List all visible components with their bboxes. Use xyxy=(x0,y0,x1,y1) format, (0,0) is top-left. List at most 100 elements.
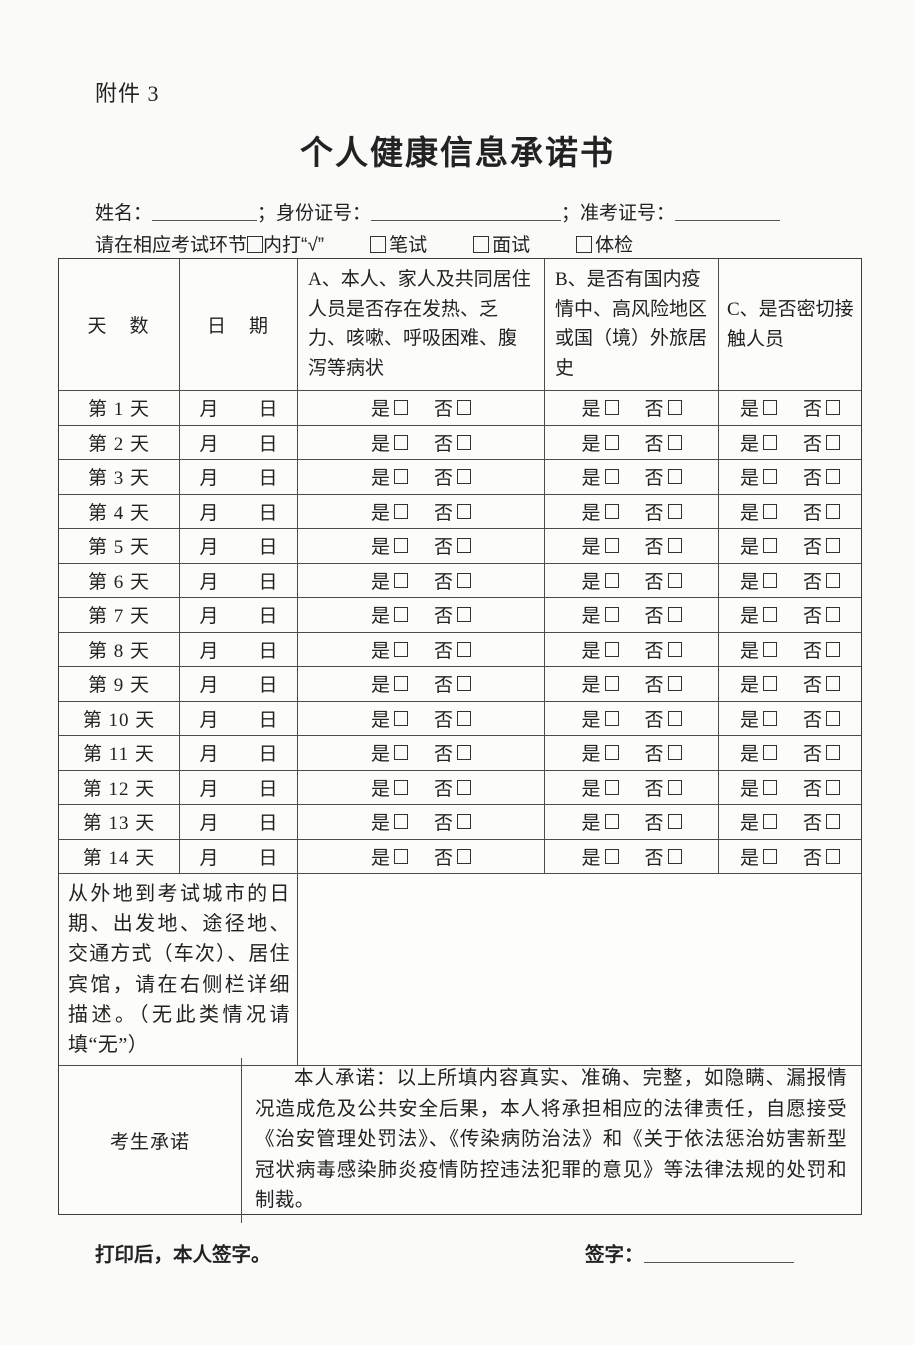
symptom-no-checkbox[interactable] xyxy=(457,745,472,761)
date-cell[interactable]: 月 日 xyxy=(180,667,298,702)
travel-yes-checkbox[interactable] xyxy=(604,814,619,830)
travel-yes-checkbox[interactable] xyxy=(604,676,619,692)
travel-yes-checkbox[interactable] xyxy=(604,779,619,795)
contact-no-checkbox[interactable] xyxy=(826,745,841,761)
travel-yes-checkbox[interactable] xyxy=(604,607,619,623)
date-cell[interactable]: 月 日 xyxy=(180,770,298,805)
symptom-no-checkbox[interactable] xyxy=(457,572,472,588)
symptom-no-checkbox[interactable] xyxy=(457,814,472,830)
symptom-yes-checkbox[interactable] xyxy=(394,848,408,864)
contact-no-checkbox[interactable] xyxy=(826,434,841,450)
travel-no-checkbox[interactable] xyxy=(667,607,682,623)
travel-no-checkbox[interactable] xyxy=(667,779,682,795)
date-cell[interactable]: 月 日 xyxy=(180,839,298,874)
symptom-no-checkbox[interactable] xyxy=(457,469,472,485)
symptom-yes-checkbox[interactable] xyxy=(394,400,408,416)
symptom-no-checkbox[interactable] xyxy=(457,434,472,450)
symptom-no-checkbox[interactable] xyxy=(457,607,472,623)
symptom-yes-checkbox[interactable] xyxy=(394,607,408,623)
travel-no-checkbox[interactable] xyxy=(667,676,682,692)
travel-no-checkbox[interactable] xyxy=(667,538,682,554)
contact-no-checkbox[interactable] xyxy=(826,469,841,485)
name-input[interactable] xyxy=(152,202,258,221)
travel-no-checkbox[interactable] xyxy=(667,572,682,588)
symptom-yes-checkbox[interactable] xyxy=(394,814,408,830)
travel-no-checkbox[interactable] xyxy=(667,745,682,761)
symptom-yes-checkbox[interactable] xyxy=(394,641,408,657)
travel-no-checkbox[interactable] xyxy=(667,469,682,485)
contact-no-checkbox[interactable] xyxy=(826,710,841,726)
travel-yes-checkbox[interactable] xyxy=(604,572,619,588)
symptom-yes-checkbox[interactable] xyxy=(394,469,408,485)
contact-no-checkbox[interactable] xyxy=(826,814,841,830)
date-cell[interactable]: 月 日 xyxy=(180,632,298,667)
contact-yes-checkbox[interactable] xyxy=(763,607,777,623)
symptom-no-checkbox[interactable] xyxy=(457,503,472,519)
symptom-yes-checkbox[interactable] xyxy=(394,538,408,554)
date-cell[interactable]: 月 日 xyxy=(180,529,298,564)
contact-yes-checkbox[interactable] xyxy=(763,400,777,416)
travel-description-input[interactable] xyxy=(298,874,861,1067)
travel-no-checkbox[interactable] xyxy=(667,641,682,657)
travel-no-checkbox[interactable] xyxy=(667,710,682,726)
symptom-yes-checkbox[interactable] xyxy=(394,503,408,519)
contact-yes-checkbox[interactable] xyxy=(763,538,777,554)
date-cell[interactable]: 月 日 xyxy=(180,494,298,529)
date-cell[interactable]: 月 日 xyxy=(180,701,298,736)
symptom-yes-checkbox[interactable] xyxy=(394,434,408,450)
symptom-yes-checkbox[interactable] xyxy=(394,779,408,795)
date-cell[interactable]: 月 日 xyxy=(180,598,298,633)
travel-yes-checkbox[interactable] xyxy=(604,503,619,519)
date-cell[interactable]: 月 日 xyxy=(180,391,298,426)
travel-yes-checkbox[interactable] xyxy=(604,710,619,726)
contact-yes-checkbox[interactable] xyxy=(763,848,777,864)
contact-yes-checkbox[interactable] xyxy=(763,676,777,692)
date-cell[interactable]: 月 日 xyxy=(180,736,298,771)
date-cell[interactable]: 月 日 xyxy=(180,425,298,460)
contact-no-checkbox[interactable] xyxy=(826,676,841,692)
symptom-no-checkbox[interactable] xyxy=(457,710,472,726)
contact-no-checkbox[interactable] xyxy=(826,641,841,657)
symptom-yes-checkbox[interactable] xyxy=(394,710,408,726)
contact-no-checkbox[interactable] xyxy=(826,503,841,519)
travel-yes-checkbox[interactable] xyxy=(604,848,619,864)
symptom-yes-checkbox[interactable] xyxy=(394,572,408,588)
contact-yes-checkbox[interactable] xyxy=(763,745,777,761)
written-exam-checkbox[interactable] xyxy=(370,236,387,253)
travel-no-checkbox[interactable] xyxy=(667,503,682,519)
contact-no-checkbox[interactable] xyxy=(826,538,841,554)
date-cell[interactable]: 月 日 xyxy=(180,563,298,598)
signature-input[interactable] xyxy=(643,1244,794,1263)
contact-yes-checkbox[interactable] xyxy=(763,710,777,726)
travel-no-checkbox[interactable] xyxy=(667,400,682,416)
physical-exam-checkbox[interactable] xyxy=(576,236,593,253)
travel-yes-checkbox[interactable] xyxy=(604,434,619,450)
contact-no-checkbox[interactable] xyxy=(826,779,841,795)
symptom-no-checkbox[interactable] xyxy=(457,676,472,692)
contact-yes-checkbox[interactable] xyxy=(763,434,777,450)
contact-yes-checkbox[interactable] xyxy=(763,469,777,485)
travel-no-checkbox[interactable] xyxy=(667,848,682,864)
travel-yes-checkbox[interactable] xyxy=(604,641,619,657)
contact-yes-checkbox[interactable] xyxy=(763,641,777,657)
travel-no-checkbox[interactable] xyxy=(667,814,682,830)
contact-no-checkbox[interactable] xyxy=(826,848,841,864)
contact-yes-checkbox[interactable] xyxy=(763,572,777,588)
contact-no-checkbox[interactable] xyxy=(826,572,841,588)
contact-no-checkbox[interactable] xyxy=(826,607,841,623)
travel-yes-checkbox[interactable] xyxy=(604,538,619,554)
contact-yes-checkbox[interactable] xyxy=(763,503,777,519)
contact-yes-checkbox[interactable] xyxy=(763,779,777,795)
contact-yes-checkbox[interactable] xyxy=(763,814,777,830)
symptom-no-checkbox[interactable] xyxy=(457,641,472,657)
symptom-no-checkbox[interactable] xyxy=(457,400,472,416)
travel-yes-checkbox[interactable] xyxy=(604,400,619,416)
symptom-no-checkbox[interactable] xyxy=(457,848,472,864)
date-cell[interactable]: 月 日 xyxy=(180,460,298,495)
contact-no-checkbox[interactable] xyxy=(826,400,841,416)
symptom-yes-checkbox[interactable] xyxy=(394,676,408,692)
symptom-no-checkbox[interactable] xyxy=(457,779,472,795)
ticket-number-input[interactable] xyxy=(675,202,781,221)
travel-yes-checkbox[interactable] xyxy=(604,745,619,761)
id-number-input[interactable] xyxy=(371,202,562,221)
